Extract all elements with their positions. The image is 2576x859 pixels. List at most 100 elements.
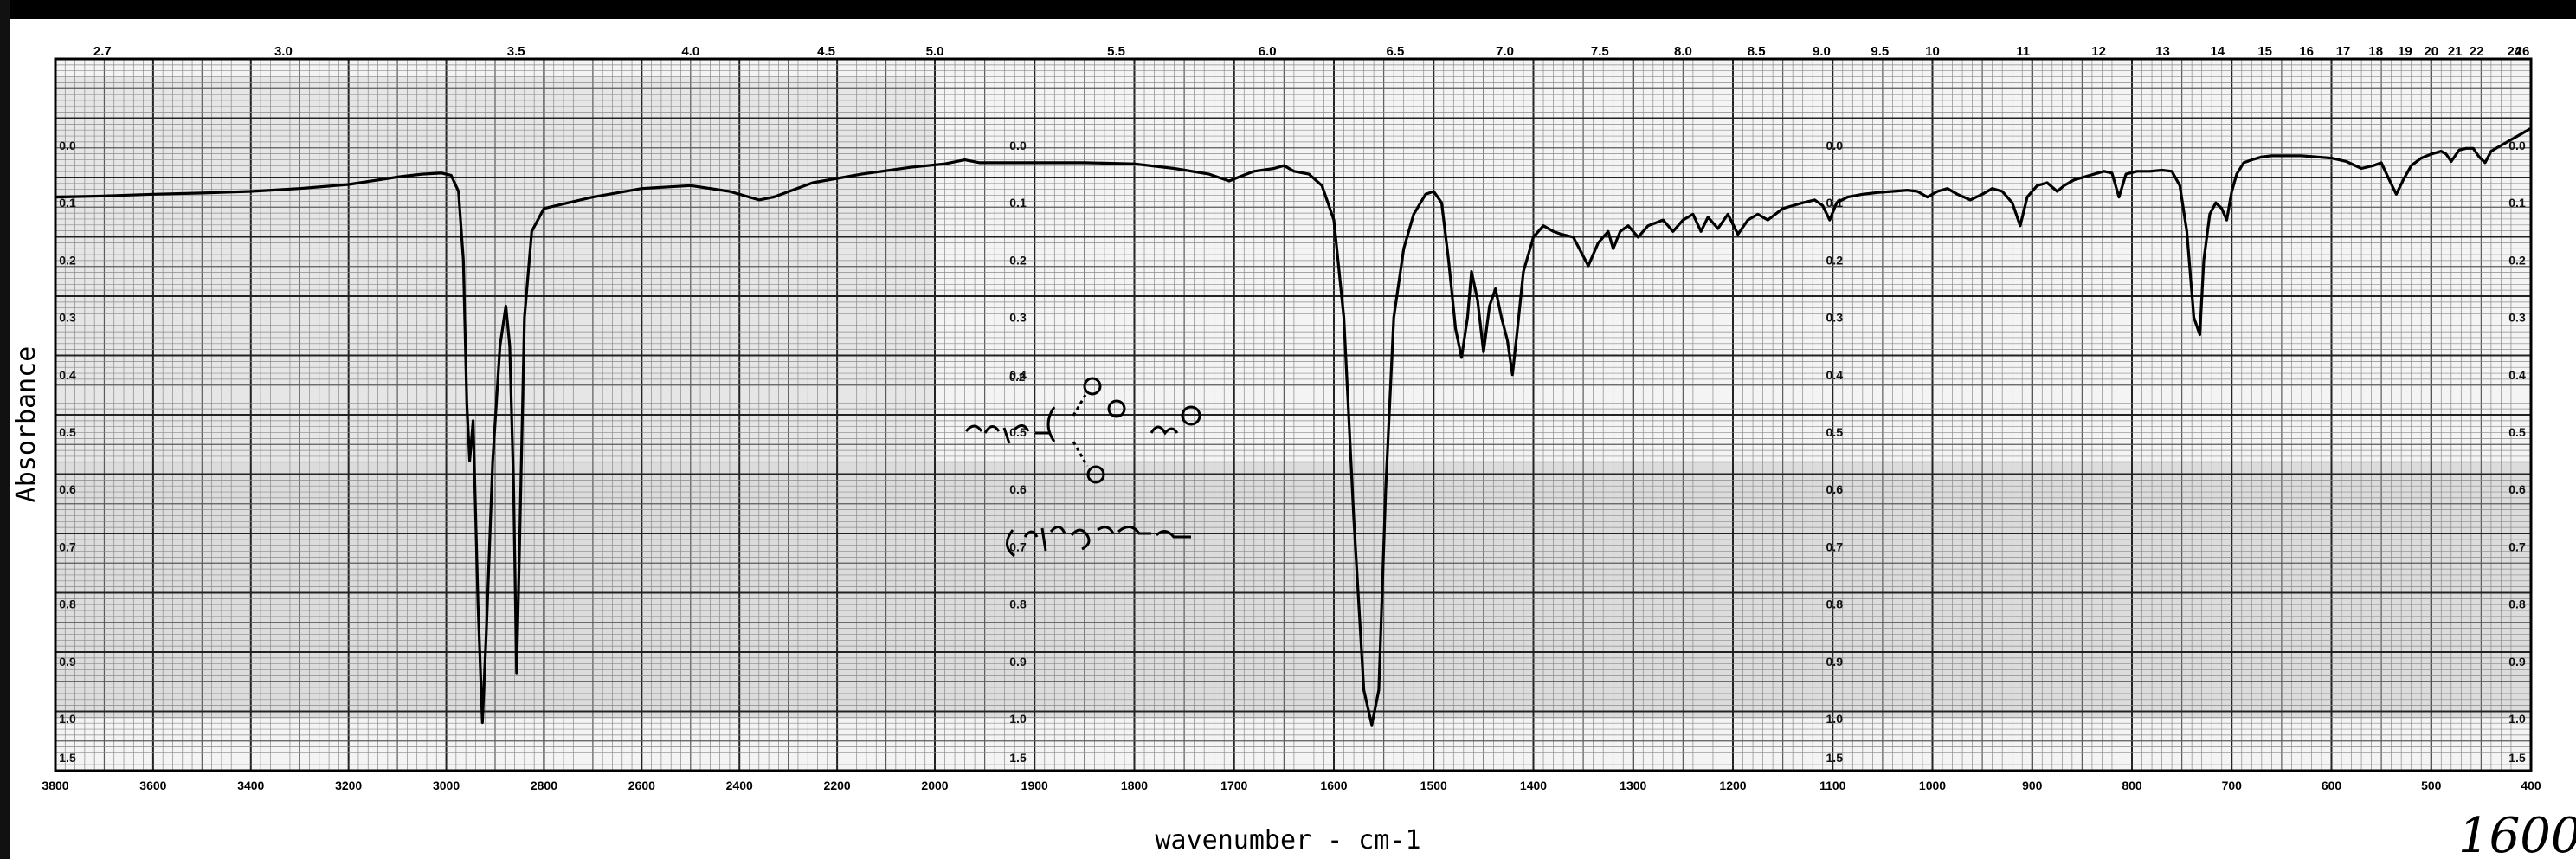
absorbance-tick-label: 0.8 — [1826, 597, 1844, 611]
wavelength-tick-label: 17 — [2336, 44, 2351, 59]
wavelength-tick-label: 11 — [2016, 44, 2030, 59]
absorbance-scale: 0.0 0.1 0.2 0.3 0.4 0.5 0.6 0.7 0.8 0.9 1.0 1.5 0.0 0… — [59, 139, 2526, 765]
wavenumber-tick-label: 3000 — [433, 778, 460, 792]
wavelength-tick-label: 8.0 — [1674, 44, 1692, 59]
wavelength-tick-label: 5.5 — [1107, 44, 1125, 59]
wavenumber-tick-label: 600 — [2322, 778, 2342, 792]
absorbance-tick-label: 1.5 — [59, 751, 76, 765]
absorbance-tick-label: 0.0 — [59, 139, 76, 152]
wavelength-tick-label: 3.5 — [507, 44, 525, 59]
wavenumber-tick-label: 700 — [2222, 778, 2243, 792]
wavenumber-tick-label: 2600 — [628, 778, 655, 792]
wavenumber-tick-label: 1400 — [1520, 778, 1547, 792]
absorbance-tick-label: 0.5 — [2508, 425, 2526, 439]
absorbance-tick-label: 1.0 — [1009, 712, 1027, 726]
absorbance-tick-label: 0.4 — [1826, 368, 1844, 382]
wavenumber-tick-label: 3200 — [335, 778, 362, 792]
absorbance-tick-label: 0.9 — [59, 655, 76, 668]
absorbance-tick-label: 1.5 — [1009, 751, 1027, 765]
abs-label-inline: 0.2 — [1009, 371, 1025, 384]
wavelength-tick-label: 9.5 — [1871, 44, 1889, 59]
wavenumber-tick-label: 1700 — [1220, 778, 1247, 792]
wavelength-tick-label: 6.5 — [1386, 44, 1404, 59]
y-axis-title: Absorbance — [11, 346, 42, 503]
wavelength-tick-label: 7.5 — [1591, 44, 1609, 59]
absorbance-tick-label: 0.3 — [2508, 311, 2526, 325]
absorbance-tick-label: 0.6 — [1009, 482, 1027, 496]
wavelength-tick-label: 16 — [2299, 44, 2314, 59]
wavenumber-tick-label: 400 — [2521, 778, 2541, 792]
wavelength-tick-label: 10 — [1925, 44, 1940, 59]
wavenumber-tick-label: 1000 — [1919, 778, 1946, 792]
wavelength-tick-label: 20 — [2424, 44, 2438, 59]
absorbance-tick-label: 0.0 — [2508, 139, 2526, 152]
absorbance-tick-label: 0.8 — [1009, 597, 1027, 611]
wavenumber-axis: 3800 3600 3400 3200 3000 2800 2600 2400 2200 2000… — [42, 778, 2541, 792]
handwritten-formula-sketch — [964, 377, 1201, 558]
wavenumber-tick-label: 1900 — [1021, 778, 1048, 792]
wavenumber-tick-label: 1200 — [1719, 778, 1746, 792]
absorbance-tick-label: 0.4 — [59, 368, 76, 382]
scan-border-left — [0, 0, 10, 859]
wavelength-tick-label: 4.0 — [681, 44, 699, 59]
wavelength-tick-label: 13 — [2155, 44, 2170, 59]
wavelength-tick-label: 6.0 — [1259, 44, 1277, 59]
absorbance-tick-label: 0.2 — [2508, 253, 2526, 267]
wavelength-tick-label: 19 — [2398, 44, 2412, 59]
absorbance-tick-label: 0.7 — [2508, 539, 2526, 553]
scan-border-top — [0, 0, 2576, 19]
absorbance-tick-label: 0.3 — [1826, 311, 1844, 325]
absorbance-tick-label: 1.0 — [59, 712, 76, 726]
absorbance-tick-label: 0.0 — [1826, 139, 1844, 152]
absorbance-tick-label: 0.4 — [1009, 368, 1027, 382]
absorbance-tick-label: 0.7 — [1826, 539, 1844, 553]
spectrum-line — [55, 126, 2532, 727]
wavelength-tick-label: 18 — [2368, 44, 2383, 59]
wavelength-tick-label: 7.0 — [1496, 44, 1514, 59]
wavenumber-tick-label: 1600 — [1320, 778, 1347, 792]
wavelength-tick-label: 22 — [2470, 44, 2484, 59]
wavenumber-tick-label: 2400 — [726, 778, 753, 792]
absorbance-tick-label: 0.1 — [59, 196, 76, 210]
absorbance-tick-label: 0.3 — [1009, 311, 1027, 325]
absorbance-tick-label: 0.1 — [1009, 196, 1027, 210]
absorbance-tick-label: 1.0 — [1826, 712, 1844, 726]
absorbance-tick-label: 0.4 — [2508, 368, 2526, 382]
wavelength-tick-label: 2.7 — [93, 44, 112, 59]
wavenumber-tick-label: 3800 — [42, 778, 68, 792]
absorbance-tick-label: 0.6 — [1826, 482, 1844, 496]
wavelength-tick-label: 12 — [2091, 44, 2106, 59]
absorbance-tick-label: 0.5 — [1826, 425, 1844, 439]
wavelength-axis: 2.7 3.0 3.5 4.0 4.5 5.0 5.5 6.0 6.5 7.0 7.5 8.0 8.5 9… — [93, 44, 2529, 59]
absorbance-tick-label: 0.2 — [1009, 253, 1027, 267]
absorbance-tick-label: 0.6 — [2508, 482, 2526, 496]
wavenumber-tick-label: 1300 — [1620, 778, 1646, 792]
handwritten-note: 1600 — [2458, 808, 2576, 859]
wavenumber-tick-label: 1800 — [1121, 778, 1148, 792]
chart-grid — [55, 58, 2532, 771]
wavelength-tick-label: 26 — [2515, 44, 2530, 59]
wavenumber-tick-label: 2800 — [531, 778, 557, 792]
absorbance-tick-label: 0.8 — [59, 597, 76, 611]
absorbance-tick-label: 1.5 — [1826, 751, 1844, 765]
wavelength-tick-label: 8.5 — [1748, 44, 1766, 59]
absorbance-tick-label: 0.1 — [1826, 196, 1844, 210]
wavenumber-tick-label: 3600 — [139, 778, 166, 792]
absorbance-tick-label: 0.2 — [1826, 253, 1844, 267]
absorbance-tick-label: 0.1 — [2508, 196, 2526, 210]
wavenumber-tick-label: 2200 — [824, 778, 851, 792]
x-axis-title: wavenumber - cm-1 — [1155, 825, 1420, 856]
absorbance-tick-label: 0.8 — [2508, 597, 2526, 611]
wavenumber-tick-label: 1100 — [1819, 778, 1846, 792]
absorbance-tick-label: 0.5 — [59, 425, 76, 439]
wavenumber-tick-label: 500 — [2421, 778, 2442, 792]
absorbance-tick-label: 0.9 — [1009, 655, 1027, 668]
wavenumber-tick-label: 1500 — [1420, 778, 1447, 792]
wavenumber-tick-label: 2000 — [921, 778, 948, 792]
wavelength-tick-label: 15 — [2257, 44, 2272, 59]
wavelength-tick-label: 9.0 — [1813, 44, 1831, 59]
wavenumber-tick-label: 3400 — [237, 778, 264, 792]
wavelength-tick-label: 24 — [2507, 44, 2521, 59]
absorbance-tick-label: 0.9 — [2508, 655, 2526, 668]
